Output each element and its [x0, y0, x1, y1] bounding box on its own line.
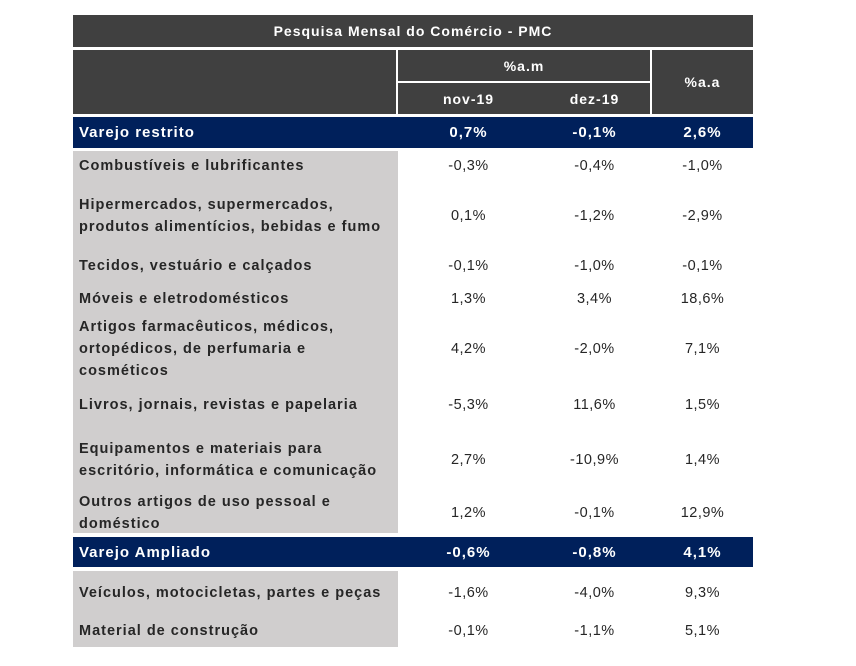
row-label: Outros artigos de uso pessoal e doméstic… [73, 492, 398, 533]
value-dez: -0,1% [574, 504, 615, 521]
value-dez: -10,9% [570, 451, 619, 468]
value-nov: -0,1% [448, 623, 489, 639]
value-dez: -1,2% [574, 207, 615, 224]
header-blank [73, 50, 396, 114]
value-nov: 2,7% [450, 451, 487, 468]
group-label: Varejo Ampliado [73, 537, 398, 567]
value-aa: 2,6% [652, 117, 753, 148]
value-nov: -5,3% [448, 397, 489, 413]
header-am: %a.m [398, 50, 650, 81]
value-aa: 9,3% [684, 585, 721, 601]
value-aa: -2,9% [682, 207, 723, 224]
header-nov: nov-19 [398, 83, 539, 114]
row-label: Equipamentos e materiais para escritório… [73, 427, 398, 492]
value-dez: -2,0% [574, 341, 615, 357]
value-dez: -0,1% [539, 117, 650, 148]
value-aa: -1,0% [682, 158, 723, 174]
value-nov: 1,3% [450, 290, 487, 307]
row-label: Combustíveis e lubrificantes [73, 151, 398, 181]
value-nov: 0,1% [450, 207, 487, 224]
header-aa: %a.a [652, 50, 753, 114]
value-aa: 18,6% [680, 290, 725, 307]
value-dez: -4,0% [574, 585, 615, 601]
row-label: Móveis e eletrodomésticos [73, 282, 398, 315]
value-aa: 1,4% [684, 451, 721, 468]
value-aa: -0,1% [682, 258, 723, 274]
row-label: Material de construção [73, 615, 398, 647]
value-nov: -0,3% [448, 158, 489, 174]
value-dez: 3,4% [576, 290, 613, 307]
row-label: Hipermercados, supermercados, produtos a… [73, 181, 398, 250]
value-aa: 1,5% [684, 397, 721, 413]
value-aa: 12,9% [680, 504, 725, 521]
header-dez: dez-19 [539, 83, 650, 114]
value-nov: 4,2% [450, 341, 487, 357]
value-dez: -1,0% [574, 258, 615, 274]
row-label: Tecidos, vestuário e calçados [73, 250, 398, 282]
value-nov: -1,6% [448, 585, 489, 601]
value-dez: -0,8% [539, 537, 650, 567]
group-label: Varejo restrito [73, 117, 398, 148]
value-nov: 0,7% [398, 117, 539, 148]
value-nov: -0,1% [448, 258, 489, 274]
row-label: Livros, jornais, revistas e papelaria [73, 383, 398, 427]
value-dez: 11,6% [573, 397, 616, 413]
value-aa: 4,1% [652, 537, 753, 567]
value-aa: 5,1% [684, 623, 721, 639]
value-nov: -0,6% [398, 537, 539, 567]
row-label: Artigos farmacêuticos, médicos, ortopédi… [73, 315, 398, 383]
value-dez: -1,1% [574, 623, 615, 639]
row-label: Veículos, motocicletas, partes e peças [73, 571, 398, 615]
value-nov: 1,2% [450, 504, 487, 521]
value-aa: 7,1% [684, 341, 721, 357]
value-dez: -0,4% [574, 158, 615, 174]
table-title: Pesquisa Mensal do Comércio - PMC [73, 15, 753, 47]
